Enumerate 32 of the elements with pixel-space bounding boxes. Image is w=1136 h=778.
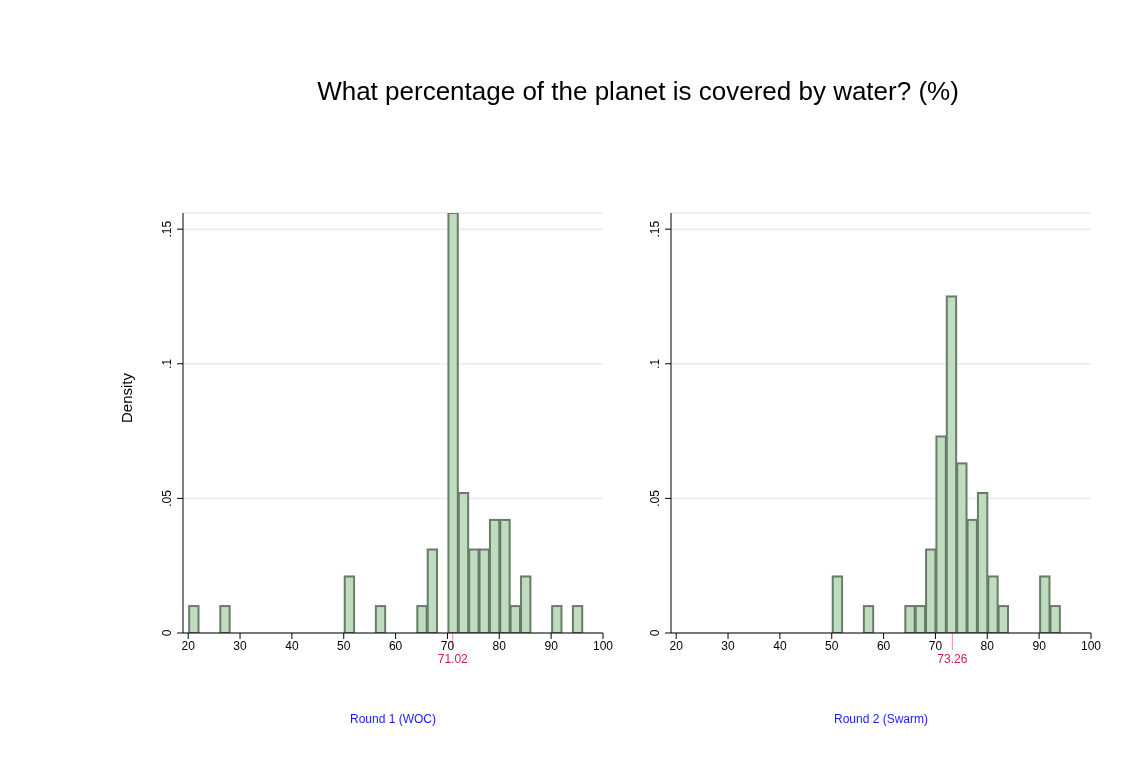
y-tick-label: .1 [160, 358, 174, 369]
y-axis-title: Density [118, 372, 136, 423]
x-tick-label: 80 [980, 638, 995, 653]
x-tick-label: 60 [388, 638, 403, 653]
x-tick-label: 20 [669, 638, 684, 653]
chart-title: What percentage of the planet is covered by water? (%) [316, 76, 960, 107]
x-tick-label: 70 [928, 638, 943, 653]
x-tick-label: 40 [773, 638, 787, 653]
ref-line-label: 71.02 [437, 652, 469, 667]
x-tick-label: 20 [181, 638, 196, 653]
x-tick-label: 90 [544, 638, 559, 653]
y-tick-label: .1 [648, 358, 662, 369]
x-axis-title: Round 2 (Swarm) [833, 712, 929, 726]
ref-line-label: 73.26 [937, 652, 968, 667]
x-tick-label: 50 [825, 638, 839, 653]
y-tick-label: 0 [648, 629, 662, 637]
y-tick-label: .15 [648, 220, 662, 238]
x-tick-label: 90 [1032, 638, 1047, 653]
y-tick-label: .15 [160, 220, 174, 238]
y-tick-label: .05 [160, 489, 174, 507]
x-tick-label: 70 [440, 638, 455, 653]
x-tick-label: 30 [721, 638, 736, 653]
x-tick-label: 100 [592, 638, 614, 653]
x-tick-label: 80 [492, 638, 507, 653]
y-tick-label: 0 [160, 629, 174, 637]
x-tick-label: 100 [1080, 638, 1102, 653]
x-tick-label: 40 [285, 638, 299, 653]
x-tick-label: 50 [337, 638, 351, 653]
y-tick-label: .05 [648, 489, 662, 507]
x-tick-label: 60 [876, 638, 891, 653]
x-tick-label: 30 [233, 638, 248, 653]
x-axis-title: Round 1 (WOC) [349, 712, 437, 726]
